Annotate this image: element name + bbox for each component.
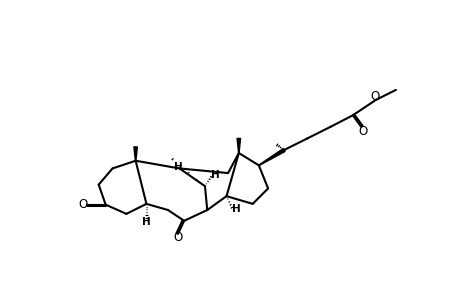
Text: H: H <box>232 204 241 214</box>
Text: O: O <box>358 125 367 138</box>
Polygon shape <box>134 147 137 161</box>
Text: O: O <box>173 231 182 244</box>
Text: O: O <box>78 198 88 211</box>
Polygon shape <box>236 138 240 153</box>
Text: H: H <box>142 217 151 226</box>
Polygon shape <box>258 148 285 166</box>
Text: O: O <box>369 90 379 103</box>
Text: H: H <box>211 170 219 180</box>
Text: H: H <box>173 162 182 172</box>
